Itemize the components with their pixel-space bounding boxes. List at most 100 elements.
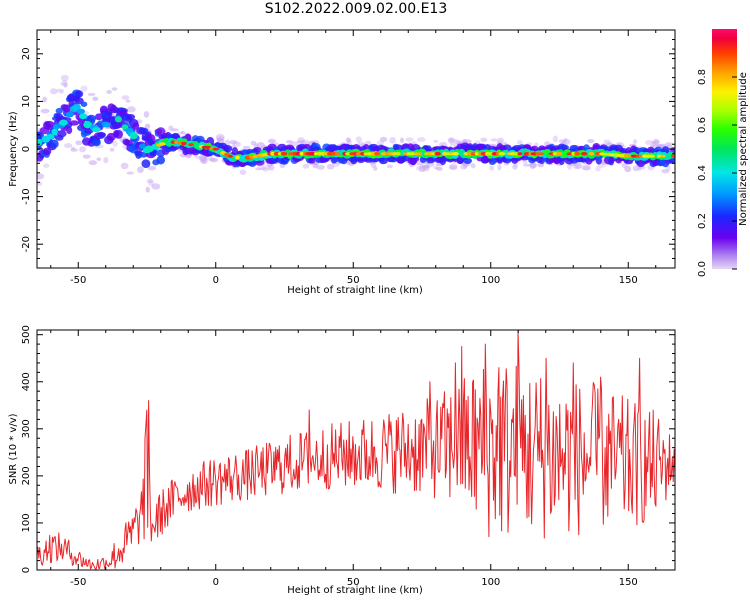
heatmap-cell <box>250 140 257 146</box>
heatmap-cell <box>104 122 111 128</box>
heatmap-cell <box>88 160 98 166</box>
heatmap-cell <box>449 163 458 170</box>
heatmap-cell <box>517 152 523 156</box>
heatmap-cell <box>582 165 592 171</box>
heatmap-cell <box>556 151 563 156</box>
heatmap-cell <box>109 147 115 152</box>
heatmap-cell <box>434 151 441 156</box>
heatmap-cell <box>346 139 352 145</box>
colorbar-tick-label: 0.4 <box>697 165 708 181</box>
heatmap-cell <box>666 165 671 172</box>
heatmap-cell <box>56 130 67 138</box>
heatmap-cell <box>664 142 673 146</box>
heatmap-cell <box>474 152 480 156</box>
heatmap-cell <box>59 88 64 94</box>
heatmap-cell <box>316 164 325 170</box>
snr-series-line <box>37 330 675 570</box>
heatmap-cell <box>600 161 606 165</box>
snr-ytick-label: 200 <box>21 466 32 485</box>
heatmap-cell <box>624 165 632 173</box>
heatmap-cell <box>374 151 380 156</box>
heatmap-cell <box>417 152 423 156</box>
colorbar: 0.0 0.2 0.4 0.6 0.8 Normalized spectral ampl… <box>697 29 749 277</box>
heatmap-cell <box>80 101 88 107</box>
heatmap-cell <box>148 180 155 187</box>
heatmap-cell <box>146 178 154 184</box>
heatmap-cell <box>96 157 102 161</box>
heatmap-cell <box>503 144 512 150</box>
heatmap-cell <box>126 106 136 113</box>
heatmap-cell <box>399 137 405 144</box>
snr-xtick-label: 0 <box>213 577 219 588</box>
heatmap-cell <box>239 169 247 176</box>
snr-ytick-label: 400 <box>21 372 32 391</box>
heatmap-cell <box>51 128 58 136</box>
heatmap-cell <box>442 151 448 156</box>
heatmap-cell <box>145 186 150 193</box>
heatmap-cell <box>139 143 147 150</box>
heatmap-cell <box>147 166 157 171</box>
spectrogram-xtick-label: 150 <box>619 275 638 286</box>
colorbar-ticks: 0.0 0.2 0.4 0.6 0.8 <box>697 69 737 277</box>
heatmap-cell <box>463 157 472 164</box>
heatmap-cell <box>159 142 166 146</box>
heatmap-cell <box>480 137 488 143</box>
heatmap-cell <box>121 95 130 100</box>
heatmap-cell <box>49 139 59 149</box>
colorbar-label: Normalized spectral amplitude <box>738 72 749 226</box>
heatmap-cell <box>512 164 518 170</box>
heatmap-cell <box>268 164 275 171</box>
snr-ytick-label: 300 <box>21 419 32 438</box>
heatmap-cell <box>50 88 58 95</box>
heatmap-cell <box>216 137 223 142</box>
heatmap-cell <box>538 152 545 156</box>
heatmap-cell <box>516 140 523 145</box>
heatmap-cell <box>92 127 101 133</box>
heatmap-cell <box>156 155 166 165</box>
heatmap-cell <box>120 162 129 170</box>
heatmap-cell <box>126 171 134 175</box>
heatmap-cell <box>43 163 50 168</box>
spectrogram-heatmap <box>37 74 675 193</box>
heatmap-cell <box>64 143 73 149</box>
heatmap-cell <box>125 99 131 103</box>
heatmap-cell <box>448 137 454 144</box>
heatmap-cell <box>37 173 45 180</box>
heatmap-cell <box>386 164 393 169</box>
heatmap-cell <box>106 89 112 94</box>
heatmap-cell <box>63 82 68 88</box>
snr-xtick-label: 100 <box>481 577 500 588</box>
heatmap-cell <box>385 152 391 156</box>
heatmap-cell <box>513 162 518 167</box>
heatmap-cell <box>227 154 233 158</box>
heatmap-cell <box>181 141 187 146</box>
heatmap-cell <box>302 163 310 169</box>
heatmap-cell <box>360 152 366 156</box>
heatmap-cell <box>529 162 538 169</box>
heatmap-cell <box>470 152 477 156</box>
heatmap-cell <box>645 139 653 146</box>
heatmap-cell <box>55 107 63 114</box>
heatmap-cell <box>79 113 88 120</box>
heatmap-cell <box>143 110 150 118</box>
heatmap-cell <box>121 124 129 130</box>
heatmap-cell <box>82 154 91 159</box>
heatmap-cell <box>309 151 317 156</box>
heatmap-cell <box>595 165 601 172</box>
heatmap-cell <box>129 132 138 140</box>
heatmap-cell <box>114 116 122 123</box>
heatmap-cell <box>581 152 588 156</box>
spectrogram-ylabel: Frequency (Hz) <box>8 111 19 187</box>
spectrogram-ticks: -50 0 50 100 150 -20 -10 0 10 20 <box>21 29 675 286</box>
heatmap-cell <box>661 168 670 174</box>
heatmap-cell <box>61 79 68 85</box>
heatmap-cell <box>313 152 319 156</box>
spectrogram-ytick-label: -20 <box>21 236 32 252</box>
heatmap-cell <box>261 165 270 172</box>
heatmap-cell <box>58 119 68 126</box>
heatmap-cell <box>42 96 47 103</box>
heatmap-cell <box>367 152 373 156</box>
heatmap-cell <box>581 164 591 171</box>
heatmap-cell <box>355 136 363 143</box>
heatmap-cell <box>268 139 275 144</box>
